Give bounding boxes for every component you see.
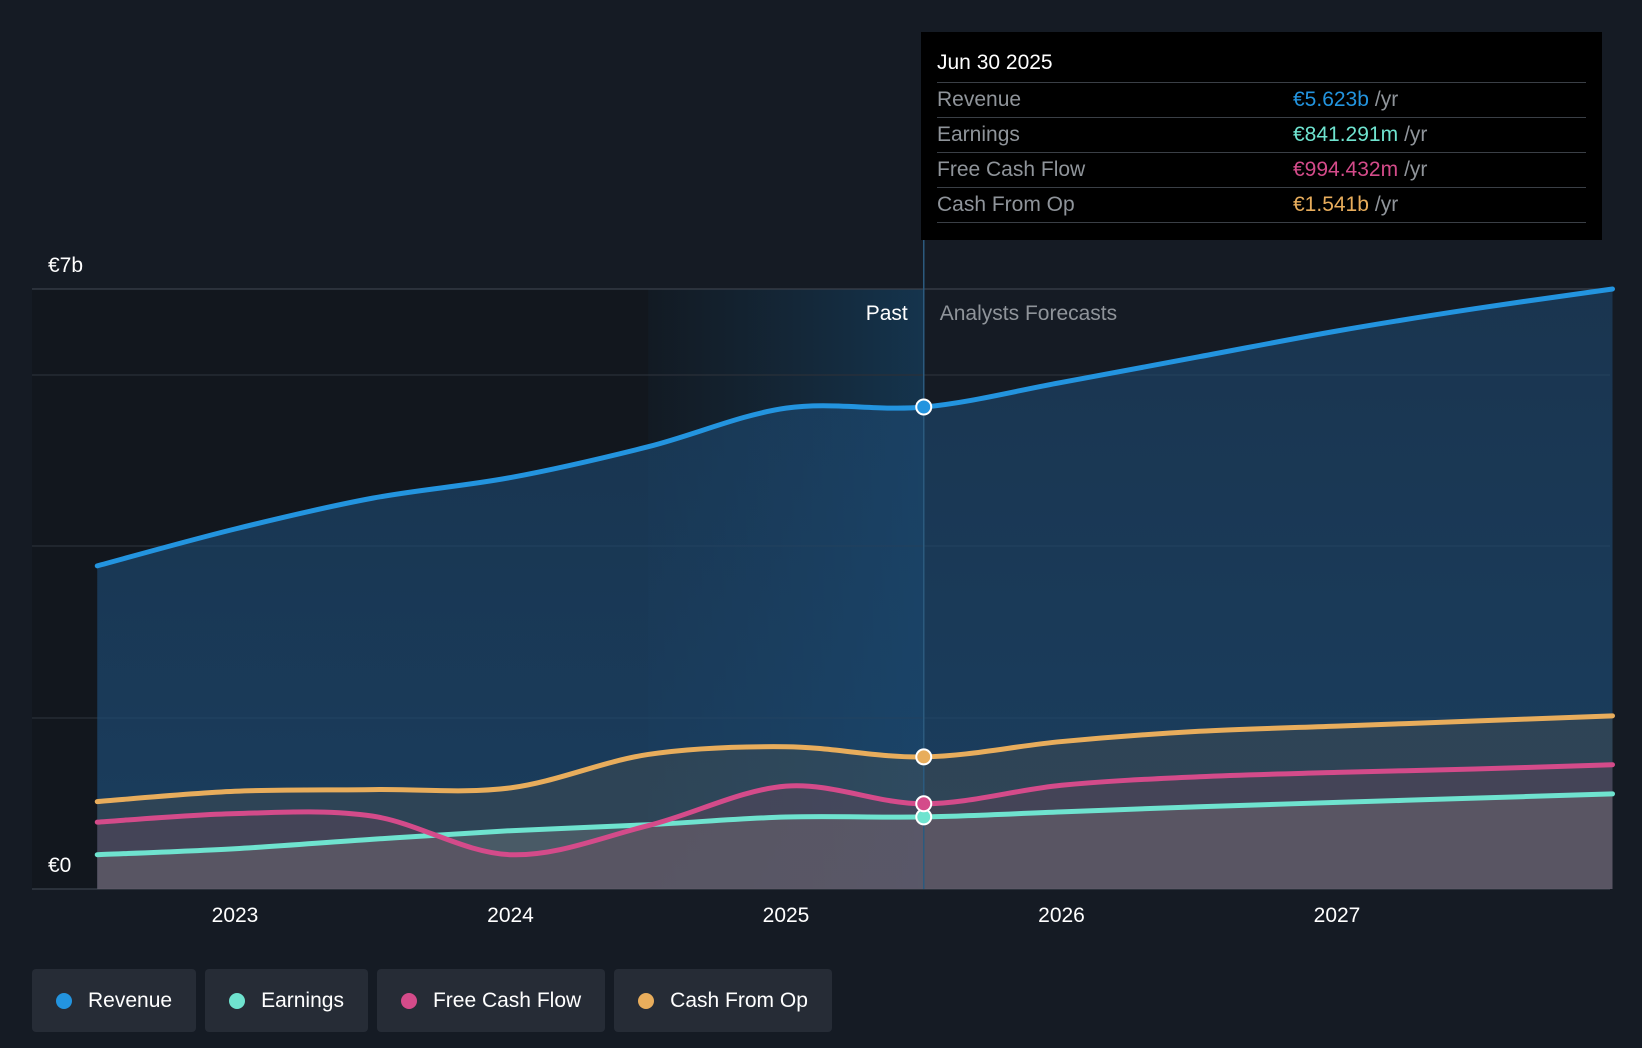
revenue-area	[97, 289, 1613, 889]
tooltip-unit: /yr	[1374, 88, 1399, 111]
cash-from-op-marker	[915, 748, 933, 766]
legend-label: Earnings	[261, 988, 344, 1012]
legend-dot-icon	[638, 992, 655, 1009]
tooltip-row-cash-from-op: Cash From Op €1.541b /yr	[937, 188, 1586, 223]
legend-item-cash-from-op[interactable]: Cash From Op	[614, 969, 832, 1032]
earnings-line	[94, 791, 1615, 858]
tooltip-date: Jun 30 2025	[937, 48, 1586, 83]
legend-dot-icon	[56, 992, 72, 1009]
legend-label: Revenue	[88, 988, 173, 1012]
legend-dot-icon	[400, 992, 417, 1009]
tooltip-label: Cash From Op	[937, 193, 1075, 216]
x-tick-label: 2026	[1038, 904, 1085, 927]
tooltip-row-revenue: Revenue €5.623b /yr	[937, 83, 1586, 118]
tooltip-unit: /yr	[1404, 123, 1428, 146]
earnings-area	[97, 793, 1613, 889]
tooltip-value: €994.432m	[1293, 158, 1399, 181]
x-tick-label: 2024	[487, 904, 534, 927]
tooltip-label: Revenue	[937, 88, 1022, 111]
legend-item-free-cash-flow[interactable]: Free Cash Flow	[376, 969, 606, 1032]
divider-markers	[915, 398, 933, 826]
free-cash-flow-area	[97, 764, 1613, 889]
series-lines	[94, 286, 1615, 858]
cash-from-op-area	[97, 715, 1613, 889]
free-cash-flow-line	[94, 762, 1615, 858]
tooltip-row-earnings: Earnings €841.291m /yr	[937, 118, 1586, 153]
x-tick-label: 2027	[1314, 904, 1361, 927]
legend-dot-icon	[229, 992, 246, 1009]
tooltip-row-free-cash-flow: Free Cash Flow €994.432m /yr	[937, 153, 1586, 188]
tooltip-label: Earnings	[937, 123, 1020, 146]
legend-label: Free Cash Flow	[432, 988, 582, 1012]
legend-item-earnings[interactable]: Earnings	[205, 969, 368, 1032]
legend-item-revenue[interactable]: Revenue	[32, 969, 197, 1032]
x-axis-ticks: 2023 2024 2025 2026 2027	[212, 904, 1361, 927]
series-areas	[97, 289, 1613, 889]
tooltip-value: €841.291m	[1293, 123, 1399, 146]
revenue-line	[94, 286, 1615, 569]
revenue-marker	[915, 398, 933, 416]
cash-from-op-line	[94, 713, 1615, 805]
forecast-label: Analysts Forecasts	[940, 302, 1117, 325]
y-axis-top-label: €7b	[48, 254, 83, 277]
y-axis-bottom-label: €0	[48, 854, 71, 877]
x-tick-label: 2025	[763, 904, 810, 927]
chart-legend: Revenue Earnings Free Cash Flow Cash Fro…	[32, 969, 832, 1032]
tooltip-unit: /yr	[1404, 158, 1428, 181]
x-tick-label: 2023	[212, 904, 259, 927]
hover-tooltip: Jun 30 2025 Revenue €5.623b /yr Earnings…	[921, 32, 1602, 240]
tooltip-label: Free Cash Flow	[937, 158, 1086, 181]
tooltip-value: €5.623b	[1293, 88, 1369, 111]
tooltip-unit: /yr	[1374, 193, 1399, 216]
free-cash-flow-marker	[915, 795, 933, 813]
past-label: Past	[866, 302, 908, 325]
legend-label: Cash From Op	[670, 988, 808, 1012]
tooltip-value: €1.541b	[1293, 193, 1369, 216]
